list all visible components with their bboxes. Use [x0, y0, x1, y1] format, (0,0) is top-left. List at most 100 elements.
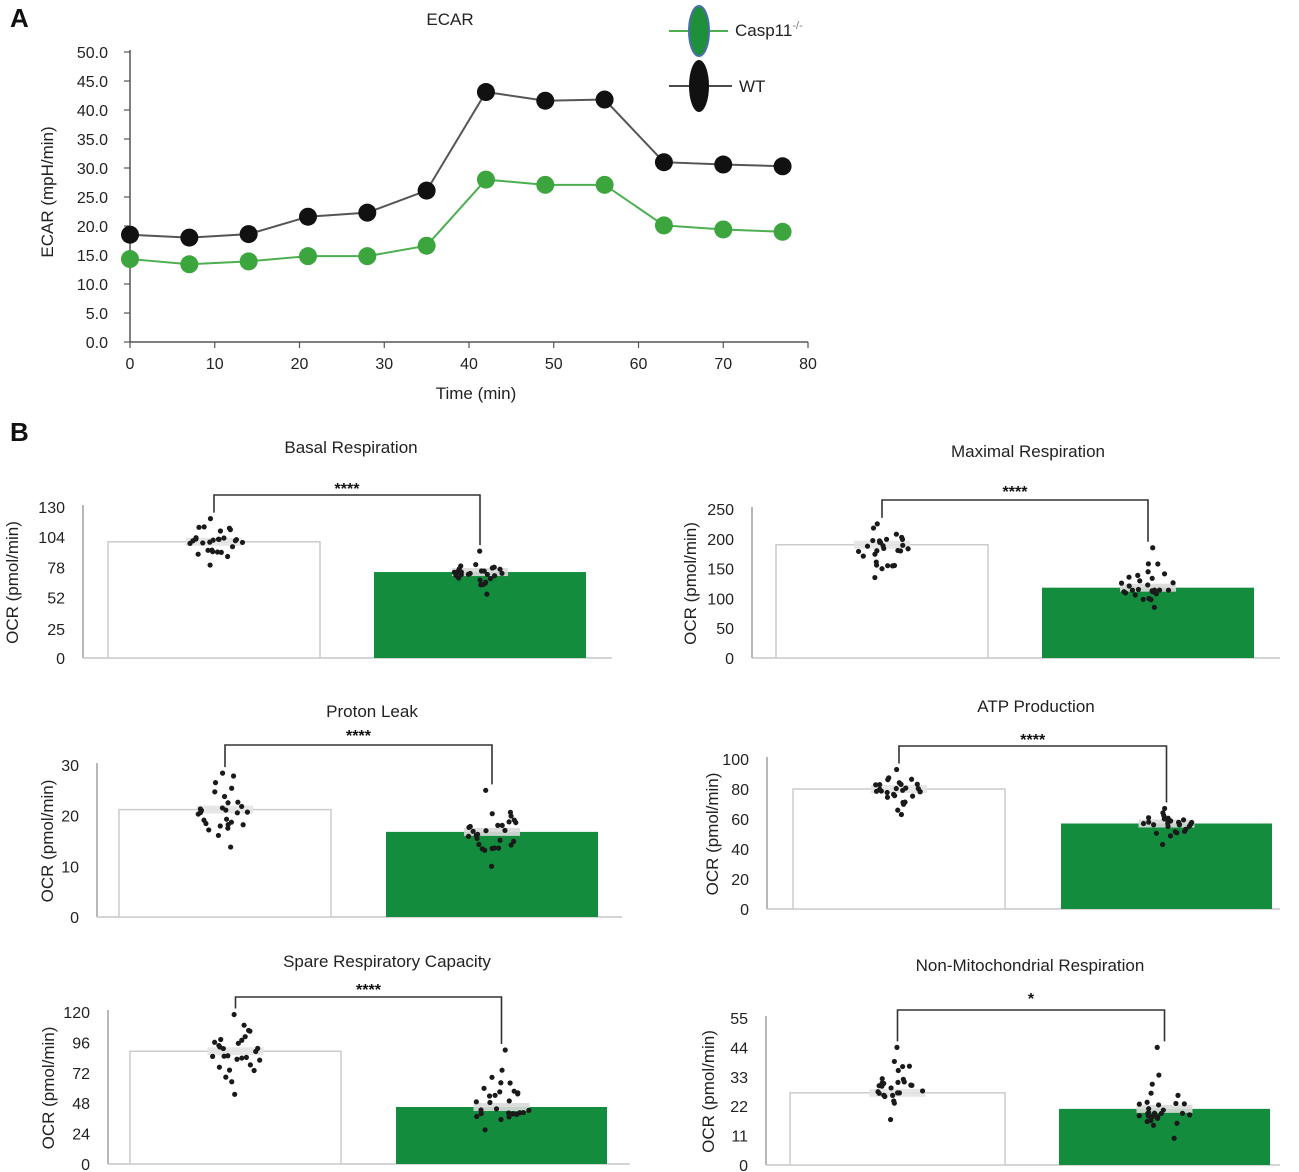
data-dot-casp11 [1150, 545, 1156, 551]
significance-label: **** [346, 728, 372, 745]
data-point [536, 175, 555, 194]
data-dot-wt [909, 1082, 915, 1088]
data-dot-casp11 [1146, 819, 1152, 825]
significance-label: **** [1020, 732, 1046, 749]
data-dot-casp11 [477, 548, 483, 554]
data-dot-wt [239, 803, 245, 810]
bar-wt [792, 788, 1006, 910]
y-tick-label: 100 [707, 591, 734, 608]
data-dot-casp11 [1144, 1099, 1150, 1105]
y-tick-label: 120 [63, 1005, 90, 1022]
legend-label-casp11-superscript: -/- [792, 20, 803, 32]
legend: Casp11-/- WT [669, 5, 803, 112]
data-dot-casp11 [466, 824, 472, 831]
y-tick-label: 130 [38, 500, 65, 517]
chart-title: ECAR [426, 10, 473, 29]
data-dot-wt [234, 810, 240, 816]
x-tick-label: 20 [291, 356, 309, 373]
data-dot-wt [210, 537, 216, 543]
data-dot-casp11 [458, 563, 464, 569]
data-dot-casp11 [499, 570, 505, 576]
significance-label: **** [335, 481, 361, 498]
data-dot-wt [207, 516, 214, 522]
data-dot-wt [896, 780, 902, 786]
error-band [871, 785, 927, 793]
data-dot-wt [212, 789, 218, 795]
x-tick-label: 80 [799, 356, 817, 373]
data-dot-wt [223, 816, 230, 822]
data-dot-casp11 [1145, 1110, 1151, 1116]
data-dot-casp11 [506, 1114, 512, 1120]
data-dot-casp11 [1126, 583, 1132, 589]
data-dot-casp11 [481, 568, 487, 574]
data-dot-wt [211, 1039, 218, 1045]
data-dot-casp11 [478, 1111, 484, 1117]
data-dot-wt [879, 566, 885, 572]
data-dot-casp11 [497, 566, 503, 572]
data-dot-wt [872, 574, 878, 581]
data-dot-casp11 [1180, 817, 1187, 823]
data-dot-casp11 [1146, 1106, 1152, 1112]
data-dot-wt [879, 1076, 885, 1082]
y-tick-label: 48 [72, 1096, 90, 1113]
data-dot-wt [239, 539, 246, 546]
chart-title: Basal Respiration [284, 438, 417, 457]
data-dot-casp11 [1136, 1113, 1142, 1119]
y-tick-label: 55 [730, 1011, 748, 1028]
legend-label-casp11: Casp11-/- [735, 20, 803, 40]
series-line-casp11 [129, 178, 783, 266]
data-dot-wt [891, 1058, 897, 1065]
data-dot-wt [870, 525, 877, 531]
data-dot-casp11 [482, 847, 488, 853]
data-dot-wt [257, 1057, 263, 1063]
y-tick-label: 0 [725, 651, 734, 668]
y-tick-label: 78 [47, 560, 65, 577]
data-dot-wt [231, 1011, 237, 1018]
y-tick-label: 25.0 [77, 190, 108, 207]
data-dot-wt [855, 548, 862, 555]
data-point [298, 247, 317, 266]
data-dot-casp11 [484, 591, 490, 597]
data-dot-wt [876, 538, 883, 544]
data-dot-wt [243, 1054, 249, 1061]
data-point [536, 91, 555, 110]
chart-nonmito: Non-Mitochondrial Respiration 0 11 22 33 44 55… [699, 956, 1280, 1172]
data-dot-wt [201, 817, 207, 823]
significance-bracket [896, 1009, 1166, 1042]
data-dot-wt [221, 793, 228, 800]
data-dot-casp11 [1136, 1101, 1142, 1107]
y-tick-label: 40.0 [77, 103, 108, 120]
data-dot-wt [887, 1116, 894, 1123]
bar-wt [107, 541, 321, 659]
data-dot-casp11 [473, 561, 479, 568]
y-axis-label: OCR (pmol/min) [3, 521, 22, 644]
data-dot-casp11 [1154, 1044, 1160, 1050]
data-dot-casp11 [507, 809, 514, 815]
data-dot-wt [897, 548, 904, 554]
chart-title: Maximal Respiration [951, 442, 1105, 461]
data-dot-wt [225, 800, 231, 806]
data-dot-wt [216, 1064, 222, 1070]
data-dot-wt [877, 782, 883, 788]
data-dot-wt [230, 773, 237, 779]
data-dot-wt [896, 1090, 903, 1096]
series-line-wt [129, 90, 783, 239]
data-point [476, 83, 495, 102]
data-dot-wt [919, 1088, 926, 1094]
data-dot-wt [234, 1056, 240, 1062]
data-dot-casp11 [492, 1092, 498, 1098]
data-dot-wt [218, 1036, 224, 1043]
data-dot-casp11 [1155, 561, 1161, 567]
data-point [595, 90, 614, 109]
data-dot-casp11 [1145, 561, 1151, 567]
data-dot-casp11 [1145, 815, 1152, 821]
data-dot-wt [232, 1091, 238, 1097]
data-dot-casp11 [495, 822, 501, 828]
data-dot-casp11 [1149, 575, 1155, 581]
error-band [207, 1047, 264, 1056]
y-tick-label: 0 [740, 902, 749, 919]
ecar-line-chart: ECAR 0.0 5.0 10.0 15.0 20.0 25.0 30.0 35.0 40.0 45… [38, 5, 817, 403]
data-dot-wt [229, 544, 236, 550]
data-dot-wt [908, 776, 915, 782]
data-dot-casp11 [489, 811, 495, 817]
